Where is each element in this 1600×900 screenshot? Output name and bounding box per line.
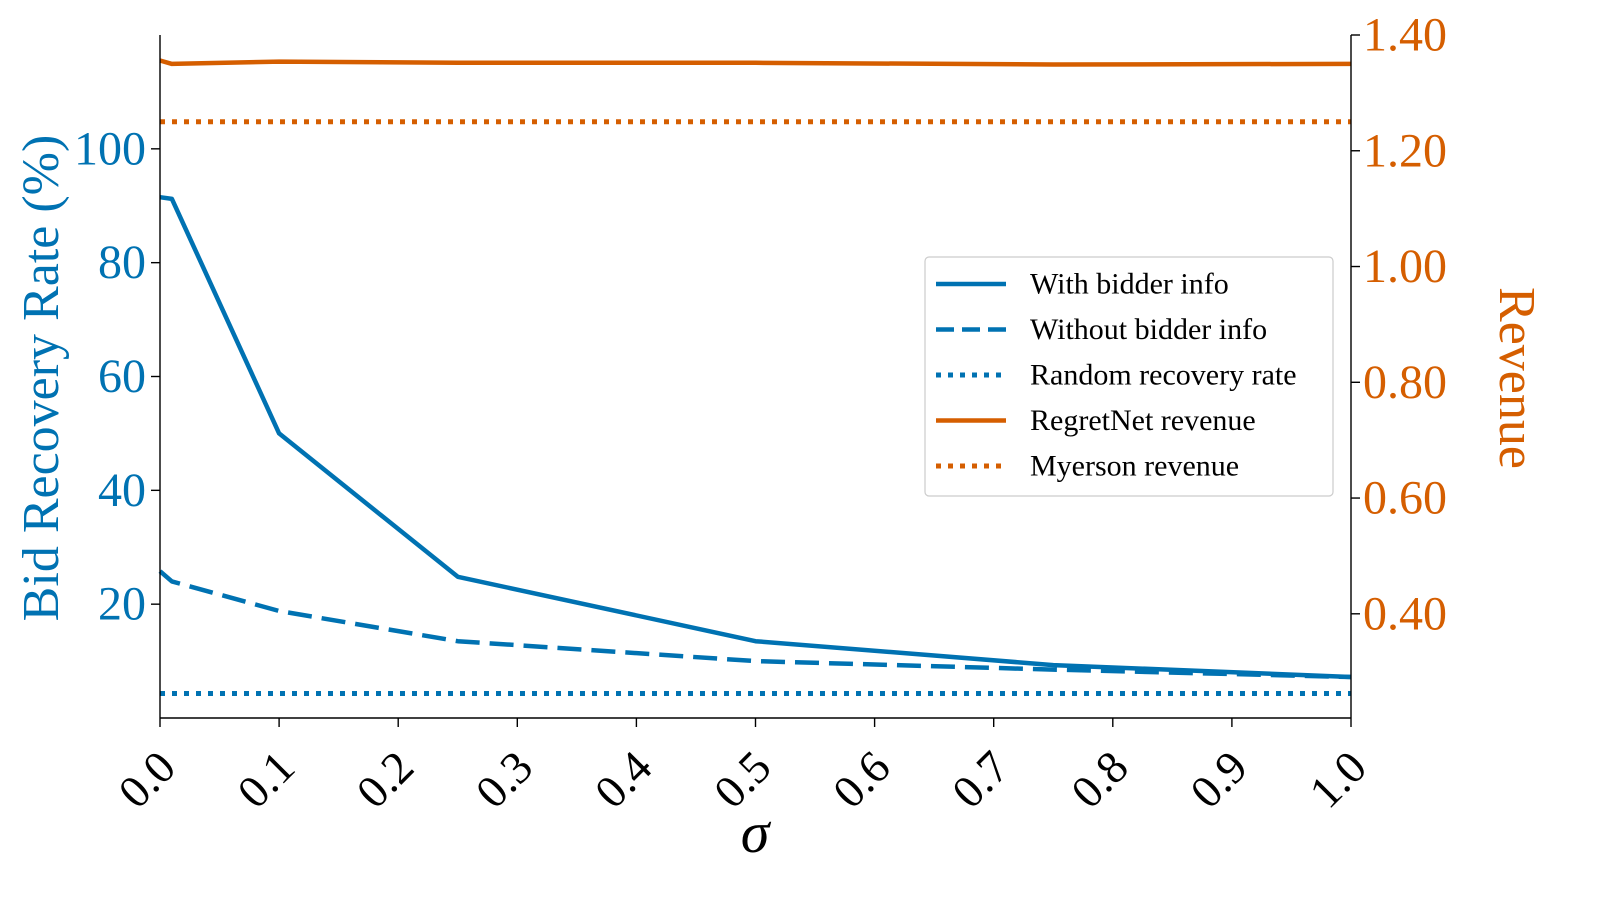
- x-axis-label: σ: [741, 800, 772, 865]
- y-right-tick-label: 1.20: [1363, 124, 1447, 177]
- y-left-tick-label: 80: [98, 236, 146, 289]
- x-tick-label: 1.0: [1299, 741, 1376, 818]
- x-tick-label: 0.6: [823, 741, 900, 818]
- y-left-axis-label: Bid Recovery Rate (%): [13, 135, 70, 622]
- x-tick-label: 0.2: [347, 741, 424, 818]
- y-right-tick-label: 0.40: [1363, 587, 1447, 640]
- x-tick-label: 0.1: [227, 741, 304, 818]
- series-line-0: [159, 194, 1352, 680]
- x-tick-label: 0.0: [108, 741, 185, 818]
- y-right-tick-label: 1.00: [1363, 240, 1447, 293]
- x-tick-label: 0.8: [1061, 741, 1138, 818]
- x-tick-label: 0.9: [1180, 741, 1257, 818]
- legend-box: [924, 256, 1334, 497]
- legend-label: Without bidder info: [1030, 313, 1267, 346]
- x-tick-label: 0.4: [585, 741, 662, 818]
- y-left-tick-label: 40: [98, 464, 146, 517]
- legend-label: With bidder info: [1030, 268, 1229, 301]
- legend-label: Random recovery rate: [1030, 359, 1297, 392]
- x-tick-label: 0.7: [942, 741, 1019, 818]
- legend: With bidder info Without bidder info Rando…: [924, 256, 1334, 497]
- legend-label: RegretNet revenue: [1030, 404, 1256, 437]
- y-left-tick-label: 60: [98, 350, 146, 403]
- legend-entries: With bidder info Without bidder info Rando…: [936, 268, 1297, 483]
- y-left-tick-label: 20: [98, 578, 146, 631]
- x-tick-label: 0.3: [466, 741, 543, 818]
- series-line-3: [159, 58, 1352, 67]
- y-left-ticks: 20 40 60 80 100: [74, 122, 160, 631]
- y-right-axis-label: Revenue: [1488, 287, 1545, 469]
- y-right-ticks: 0.40 0.60 0.80 1.00 1.20 1.40: [1351, 9, 1447, 640]
- y-left-tick-label: 100: [74, 122, 146, 175]
- legend-label: Myerson revenue: [1030, 450, 1239, 483]
- y-right-tick-label: 0.60: [1363, 472, 1447, 525]
- y-right-tick-label: 1.40: [1363, 9, 1447, 62]
- y-right-tick-label: 0.80: [1363, 356, 1447, 409]
- series-line-1: [158, 569, 1352, 680]
- plot-lines: [158, 58, 1352, 696]
